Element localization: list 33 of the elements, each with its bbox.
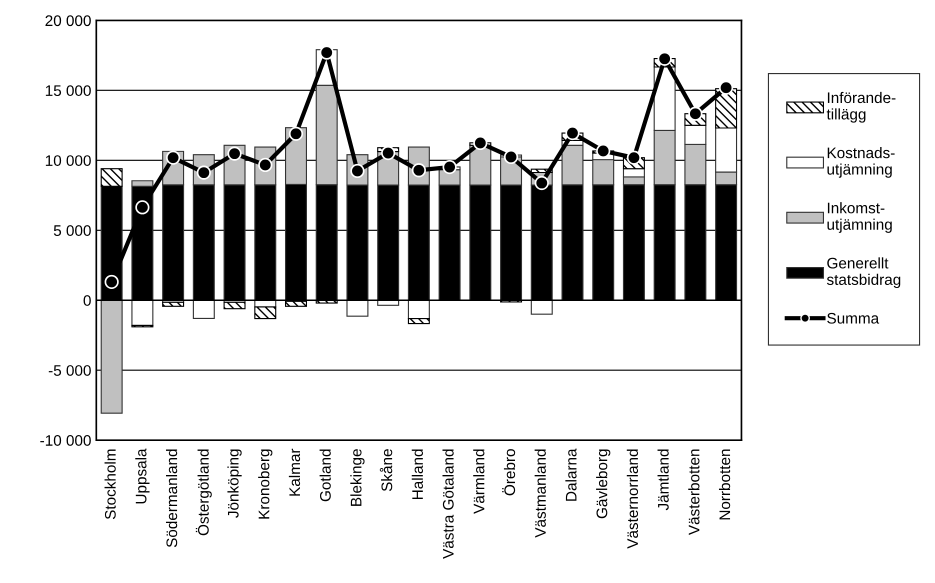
x-tick-label: Norrbotten xyxy=(718,449,730,520)
y-tick-label: -5 000 xyxy=(48,365,91,376)
x-tick-label: Halland xyxy=(412,449,423,500)
y-tick-label: 10 000 xyxy=(46,155,91,166)
legend-label: Generellt statsbidrag xyxy=(826,257,900,288)
x-tick-label: Södermanland xyxy=(166,449,178,548)
x-tick-label: Gotland xyxy=(320,449,331,502)
y-tick-label: -10 000 xyxy=(40,435,91,446)
x-tick-label: Uppsala xyxy=(135,448,150,504)
x-tick-label: Västra Götaland xyxy=(442,449,454,559)
x-tick-label: Västmanland xyxy=(534,449,546,538)
x-tick-label: Gävleborg xyxy=(596,449,610,518)
x-tick-label: Jämtland xyxy=(658,449,669,510)
y-tick-label: 20 000 xyxy=(45,15,91,26)
x-tick-label: Västerbotten xyxy=(688,449,700,536)
y-tick-label: 15 000 xyxy=(46,85,91,96)
legend-label: Inkomst-utjämning xyxy=(827,202,892,233)
x-tick-label: Värmland xyxy=(473,449,484,514)
legend-label: Kostnads-utjämning xyxy=(827,147,895,178)
x-tick-label: Jönköping xyxy=(227,449,242,518)
x-tick-label: Blekinge xyxy=(350,449,365,506)
y-tick-label: 5 000 xyxy=(54,225,91,236)
x-tick-label: Kalmar xyxy=(288,448,300,496)
x-tick-label: Kronoberg xyxy=(258,449,272,519)
x-tick-label: Dalarna xyxy=(565,448,577,501)
legend-label: Summa xyxy=(827,312,880,324)
x-tick-label: Östergötland xyxy=(196,449,212,536)
legend-label: Införande-tillägg xyxy=(826,92,896,123)
x-tick-label: Skåne xyxy=(380,449,392,492)
x-tick-label: Västernorrland xyxy=(626,449,638,549)
y-tick-label: 0 xyxy=(84,295,91,306)
x-tick-label: Örebro xyxy=(502,449,516,496)
x-tick-label: Stockholm xyxy=(104,450,116,520)
